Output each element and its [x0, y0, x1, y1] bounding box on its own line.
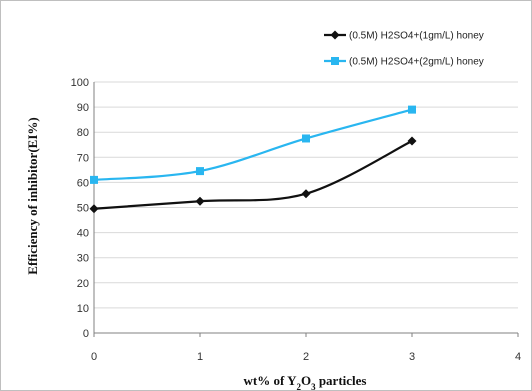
axes — [93, 82, 519, 337]
y-tick-label-80: 80 — [77, 127, 89, 139]
series-1-point-2 — [301, 189, 311, 199]
y-tick-label-10: 10 — [77, 303, 89, 315]
x-tick-label-3: 3 — [409, 351, 415, 363]
series-line-1 — [93, 140, 413, 210]
legend-entry-1: (0.5M) H2SO4+(1gm/L) honey — [324, 30, 484, 42]
legend-entry-2: (0.5M) H2SO4+(2gm/L) honey — [324, 57, 484, 68]
x-axis-label-part-4: particles — [316, 373, 367, 388]
y-tick-label-100: 100 — [71, 77, 89, 89]
series-2-point-0 — [90, 175, 98, 184]
series-1-point-0 — [89, 204, 99, 214]
grid — [94, 81, 518, 309]
x-axis-label-part-2: O — [301, 373, 311, 388]
legend-label-1: (0.5M) H2SO4+(1gm/L) honey — [349, 31, 484, 42]
series-1 — [89, 136, 417, 214]
y-tick-label-90: 90 — [77, 102, 89, 114]
legend-marker-2 — [331, 57, 339, 65]
y-tick-label-30: 30 — [77, 253, 89, 265]
x-tick-label-0: 0 — [91, 351, 97, 363]
series-1-point-3 — [407, 136, 417, 146]
y-tick-label-50: 50 — [77, 203, 89, 215]
x-axis-label-part-3: 3 — [311, 382, 316, 391]
series-2-point-1 — [196, 167, 204, 176]
series-2-point-3 — [408, 105, 416, 114]
y-tick-label-60: 60 — [77, 177, 89, 189]
y-tick-label-40: 40 — [77, 228, 89, 240]
x-tick-label-1: 1 — [197, 351, 203, 363]
y-tick-label-70: 70 — [77, 152, 89, 164]
x-axis-label: wt% of Y2O3 particles — [244, 373, 367, 391]
y-tick-label-20: 20 — [77, 278, 89, 290]
legend: (0.5M) H2SO4+(1gm/L) honey (0.5M) H2SO4+(… — [324, 30, 484, 68]
legend-label-2: (0.5M) H2SO4+(2gm/L) honey — [349, 57, 484, 68]
series-2-point-2 — [302, 134, 310, 143]
plot-area — [89, 105, 417, 214]
series-1-point-1 — [195, 196, 205, 206]
x-tick-label-2: 2 — [303, 351, 309, 363]
x-axis-label-part-1: 2 — [296, 382, 301, 391]
x-tick-label-4: 4 — [515, 351, 521, 363]
series-line-2 — [93, 108, 413, 181]
x-axis-label-part-0: wt% of Y — [244, 373, 298, 388]
tick-labels: 0 10 20 30 40 50 60 70 80 90 100 0 1 2 3 4 — [71, 77, 521, 363]
y-axis-label: Efficiency of inhibitor(EI%) — [25, 117, 40, 274]
y-tick-label-0: 0 — [83, 328, 89, 340]
series-2 — [90, 105, 416, 184]
legend-marker-1 — [330, 30, 340, 40]
